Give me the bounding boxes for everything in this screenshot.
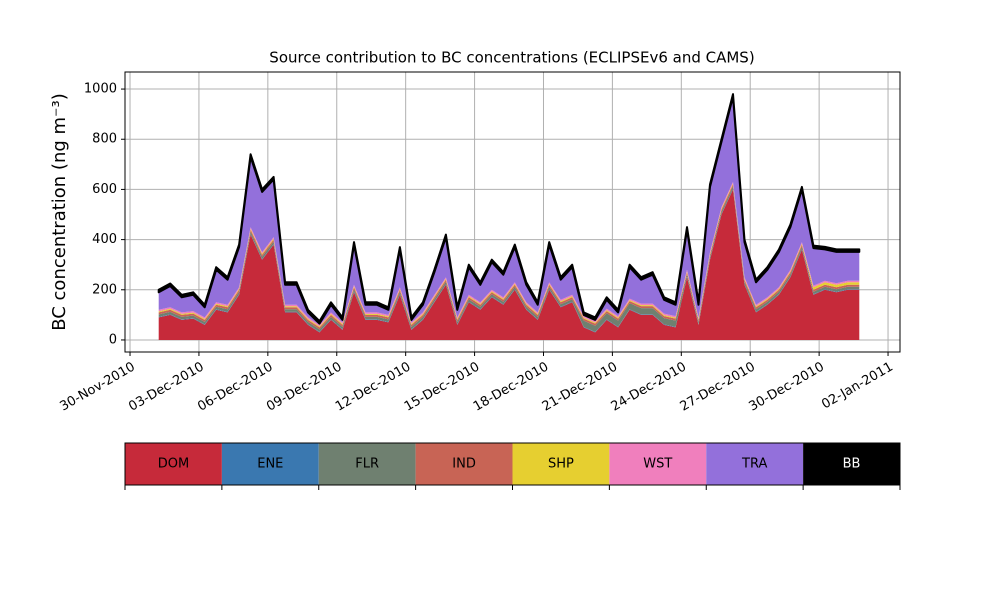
- x-tick-label: 18-Dec-2010: [471, 360, 551, 415]
- area: [158, 189, 860, 340]
- legend-swatch: [221, 443, 319, 485]
- legend-frame: [124, 442, 901, 486]
- x-tick-label: 24-Dec-2010: [609, 360, 689, 415]
- area: [157, 93, 861, 325]
- legend-label: SHP: [548, 457, 574, 472]
- x-tick-label: 21-Dec-2010: [540, 360, 620, 415]
- y-tick-label: 1000: [84, 82, 117, 97]
- legend-label: ENE: [257, 457, 283, 472]
- legend-swatch: [125, 443, 222, 485]
- x-tick-label: 02-Jan-2011: [819, 360, 896, 413]
- x-tick-label: 09-Dec-2010: [264, 360, 344, 415]
- x-tick-label: 03-Dec-2010: [126, 360, 206, 415]
- area: [158, 96, 860, 325]
- x-tick-label: 06-Dec-2010: [195, 360, 275, 415]
- y-tick-label: 200: [92, 282, 117, 297]
- legend-label: BB: [843, 457, 861, 472]
- legend-label: DOM: [158, 457, 189, 472]
- x-tick-label: 27-Dec-2010: [678, 360, 758, 415]
- legend-swatch: [706, 443, 804, 485]
- legend-label: IND: [452, 457, 476, 472]
- plot-frame: [124, 71, 901, 353]
- y-tick-label: 800: [92, 132, 117, 147]
- y-axis-label: BC concentration (ng m⁻³): [49, 93, 70, 331]
- legend-label: FLR: [355, 457, 379, 472]
- chart-title: Source contribution to BC concentrations…: [269, 49, 754, 67]
- legend-label: TRA: [741, 457, 767, 472]
- legend-swatch: [803, 443, 900, 485]
- legend-swatch: [318, 443, 416, 485]
- x-tick-label: 15-Dec-2010: [402, 360, 482, 415]
- legend-swatch: [415, 443, 513, 485]
- x-tick-label: 30-Nov-2010: [58, 360, 138, 415]
- legend-label: WST: [643, 457, 672, 472]
- y-tick-label: 600: [92, 182, 117, 197]
- legend-swatch: [512, 443, 610, 485]
- y-tick-label: 0: [109, 332, 117, 347]
- legend-swatch: [609, 443, 707, 485]
- y-tick-label: 400: [92, 232, 117, 247]
- x-tick-label: 30-Dec-2010: [746, 360, 826, 415]
- x-tick-label: 12-Dec-2010: [333, 360, 413, 415]
